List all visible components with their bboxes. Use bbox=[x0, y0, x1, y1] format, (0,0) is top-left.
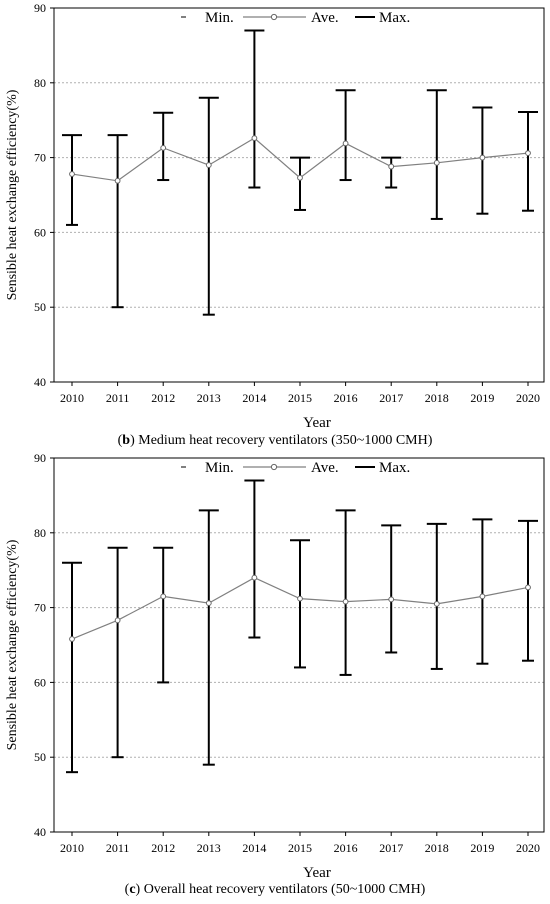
x-tick-label: 2013 bbox=[197, 841, 221, 855]
y-axis-title: Sensible heat exchange efficiency(%) bbox=[5, 89, 20, 300]
x-tick-label: 2014 bbox=[242, 841, 266, 855]
average-point bbox=[69, 636, 75, 642]
legend-ave-marker bbox=[270, 463, 278, 471]
x-tick-label: 2014 bbox=[242, 391, 266, 405]
y-tick-label: 70 bbox=[34, 601, 46, 615]
average-point bbox=[160, 593, 167, 600]
x-tick-label: 2019 bbox=[470, 841, 494, 855]
y-tick-label: 40 bbox=[34, 825, 46, 839]
x-tick-label: 2020 bbox=[516, 841, 540, 855]
x-tick-label: 2012 bbox=[151, 841, 175, 855]
chart-panel-c: 40 50 60 70 80 90 2010 2011 2012 2013 2014 2015 2016… bbox=[5, 451, 545, 897]
average-point bbox=[160, 144, 167, 151]
plot-frame bbox=[53, 457, 545, 833]
x-tick-label: 2019 bbox=[470, 391, 494, 405]
chart-panel-b: 40 50 60 70 80 90 2010 2011 2012 2013 2014 2015 2016… bbox=[5, 1, 545, 448]
legend-max-label: Max. bbox=[379, 460, 410, 476]
x-axis-title: Year bbox=[303, 865, 331, 881]
average-point bbox=[342, 140, 349, 147]
legend-ave-marker bbox=[270, 13, 278, 21]
y-tick-label: 60 bbox=[34, 675, 46, 689]
y-axis-title: Sensible heat exchange efficiency(%) bbox=[5, 539, 20, 750]
x-tick-label: 2011 bbox=[106, 391, 130, 405]
figure-caption: (b) Medium heat recovery ventilators (35… bbox=[118, 433, 433, 448]
x-tick-label: 2020 bbox=[516, 391, 540, 405]
legend: Min. Ave. Max. bbox=[181, 10, 410, 26]
x-tick-label: 2012 bbox=[151, 391, 175, 405]
x-tick-label: 2016 bbox=[334, 391, 358, 405]
average-point bbox=[69, 171, 75, 177]
x-tick-label: 2017 bbox=[379, 841, 403, 855]
average-point bbox=[297, 174, 303, 181]
average-point bbox=[433, 159, 440, 166]
y-tick-label: 80 bbox=[34, 526, 46, 540]
average-point bbox=[479, 154, 486, 161]
legend: Min. Ave. Max. bbox=[181, 460, 410, 476]
y-tick-label: 40 bbox=[34, 375, 46, 389]
y-tick-label: 90 bbox=[34, 1, 46, 15]
average-point bbox=[114, 177, 121, 184]
y-tick-label: 50 bbox=[34, 300, 46, 314]
average-point bbox=[297, 595, 303, 602]
average-point bbox=[388, 596, 395, 603]
average-point bbox=[205, 600, 212, 607]
x-tick-label: 2016 bbox=[334, 841, 358, 855]
legend-min-label: Min. bbox=[205, 10, 234, 26]
y-tick-label: 80 bbox=[34, 76, 46, 90]
average-point bbox=[205, 162, 212, 168]
x-tick-label: 2018 bbox=[425, 841, 449, 855]
average-point bbox=[251, 574, 258, 581]
plot-frame bbox=[53, 7, 545, 383]
x-tick-label: 2013 bbox=[197, 391, 221, 405]
y-tick-label: 50 bbox=[34, 750, 46, 764]
x-tick-label: 2010 bbox=[60, 841, 84, 855]
x-tick-label: 2017 bbox=[379, 391, 403, 405]
average-point bbox=[388, 163, 395, 170]
y-tick-label: 60 bbox=[34, 225, 46, 239]
legend-min-label: Min. bbox=[205, 460, 234, 476]
x-tick-label: 2015 bbox=[288, 841, 312, 855]
x-tick-label: 2011 bbox=[106, 841, 130, 855]
x-tick-label: 2015 bbox=[288, 391, 312, 405]
x-tick-label: 2018 bbox=[425, 391, 449, 405]
legend-ave-label: Ave. bbox=[311, 460, 339, 476]
legend-ave-label: Ave. bbox=[311, 10, 339, 26]
average-point bbox=[479, 593, 486, 600]
y-tick-label: 90 bbox=[34, 451, 46, 465]
average-point bbox=[114, 617, 121, 624]
x-axis-title: Year bbox=[303, 415, 331, 431]
average-point bbox=[525, 150, 531, 157]
y-tick-label: 70 bbox=[34, 151, 46, 165]
average-point bbox=[525, 584, 531, 591]
average-point bbox=[342, 598, 349, 605]
x-tick-label: 2010 bbox=[60, 391, 84, 405]
average-point bbox=[251, 135, 258, 142]
legend-max-label: Max. bbox=[379, 10, 410, 26]
figure-caption: (c) Overall heat recovery ventilators (5… bbox=[125, 882, 426, 897]
average-point bbox=[433, 600, 440, 607]
